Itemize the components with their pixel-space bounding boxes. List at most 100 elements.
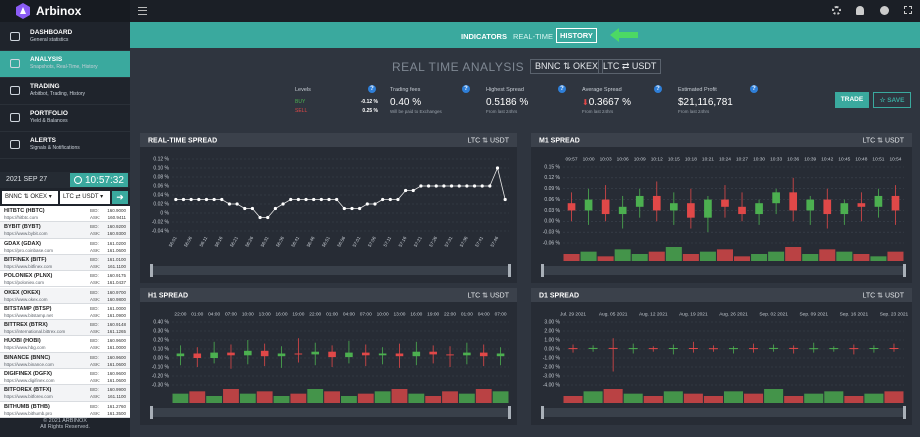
y-tick-label: 0.00 % bbox=[544, 346, 560, 352]
x-tick-label: 10:09 bbox=[634, 156, 646, 162]
save-button[interactable]: ☆ SAVE bbox=[873, 92, 911, 108]
ask-value: 161.0000 bbox=[107, 345, 126, 351]
help-icon[interactable]: ? bbox=[368, 85, 376, 93]
candle-body bbox=[669, 203, 678, 211]
ask-label: ASK: bbox=[90, 280, 101, 286]
y-tick-label: -3.00 % bbox=[543, 373, 561, 379]
point bbox=[250, 206, 255, 211]
exchange-url: https://pro.coinbase.com bbox=[4, 247, 54, 253]
candle-body bbox=[412, 351, 421, 357]
tab[interactable]: INDICATORS bbox=[461, 32, 507, 41]
copyright: © 2021 ARBINOX bbox=[43, 418, 87, 424]
trade-button[interactable]: TRADE bbox=[835, 92, 869, 108]
menu-icon[interactable] bbox=[138, 7, 147, 15]
ask-value: 161.1100 bbox=[107, 394, 126, 400]
candle-body bbox=[227, 352, 235, 356]
candle-body bbox=[568, 348, 578, 350]
volume-bar bbox=[744, 393, 764, 403]
bid-label: BID: bbox=[90, 338, 99, 344]
volume-bar bbox=[716, 249, 733, 261]
volume-bar bbox=[802, 254, 819, 261]
header-asset-pair: LTC ⇄ USDT bbox=[598, 59, 662, 74]
point bbox=[235, 202, 239, 206]
navigator bbox=[152, 266, 509, 275]
volume-bar bbox=[341, 396, 357, 403]
exchange-name: BITFOREX (BTFX) bbox=[4, 387, 52, 394]
candle-body bbox=[210, 352, 218, 358]
y-tick-label: -0.06 % bbox=[543, 240, 561, 246]
exchange-row: BITFOREX (BTFX) https://www.bitforex.com B… bbox=[0, 385, 130, 402]
exchange-url: https://www.bithumb.pro bbox=[4, 410, 53, 416]
bid-label: BID: bbox=[90, 256, 99, 262]
candle-body bbox=[361, 352, 370, 356]
profile-icon[interactable] bbox=[880, 6, 889, 15]
help-icon[interactable]: ? bbox=[654, 85, 662, 93]
bid-value: 160.9600 bbox=[107, 338, 126, 344]
point bbox=[197, 197, 201, 202]
point bbox=[434, 184, 438, 188]
ask-value: 161.3500 bbox=[107, 410, 126, 416]
bid-value: 161.0000 bbox=[107, 305, 126, 311]
point bbox=[327, 197, 331, 202]
logo[interactable]: Arbinox bbox=[0, 0, 130, 22]
candle-body bbox=[789, 192, 798, 211]
sidebar: Arbinox DASHBOARD General statistics ANALY… bbox=[0, 0, 130, 437]
navigator bbox=[543, 266, 904, 275]
help-icon[interactable]: ? bbox=[558, 85, 566, 93]
x-tick-label: 57:21 bbox=[413, 235, 423, 248]
pointer-arrow bbox=[610, 28, 638, 42]
candle-body bbox=[809, 348, 819, 350]
x-tick-label: 10:00 bbox=[583, 156, 595, 162]
bid-label: BID: bbox=[90, 387, 99, 393]
volume-bar bbox=[256, 391, 273, 403]
candle-body bbox=[294, 353, 303, 355]
navigator-handle bbox=[508, 264, 511, 277]
point bbox=[266, 215, 270, 220]
x-tick-label: 10:27 bbox=[736, 156, 748, 162]
ask-label: ASK: bbox=[90, 410, 101, 416]
volume-bar bbox=[597, 256, 614, 261]
point bbox=[312, 197, 316, 202]
x-tick-label: 10:36 bbox=[787, 156, 799, 162]
ask-label: ASK: bbox=[90, 231, 101, 237]
nav-item[interactable]: ANALYSIS Snapshots, Real-Time, History bbox=[0, 51, 130, 78]
nav-title: DASHBOARD bbox=[30, 29, 73, 36]
volume-bar bbox=[836, 251, 853, 261]
volume-bar bbox=[603, 389, 623, 403]
help-icon[interactable]: ? bbox=[462, 85, 470, 93]
exchange-select[interactable]: BNNC ⇅ OKEX ▾ bbox=[2, 191, 58, 204]
ask-value: 161.0600 bbox=[107, 361, 126, 367]
tab[interactable]: HISTORY bbox=[556, 28, 597, 43]
nav-icon bbox=[10, 32, 20, 41]
y-tick-label: 0.03 % bbox=[544, 208, 560, 214]
nav-item[interactable]: DASHBOARD General statistics bbox=[0, 24, 130, 51]
x-tick-label: Aug. 19 2021 bbox=[679, 311, 708, 317]
fullscreen-icon[interactable] bbox=[904, 6, 912, 14]
volume-bar bbox=[699, 251, 716, 261]
asset-select[interactable]: LTC ⇄ USDT ▾ bbox=[60, 191, 110, 204]
nav-item[interactable]: PORTFOLIO Yield & Balances bbox=[0, 105, 130, 132]
notifications-icon[interactable] bbox=[856, 6, 864, 15]
bid-label: BID: bbox=[90, 371, 99, 376]
volume-bar bbox=[844, 396, 864, 403]
settings-icon[interactable] bbox=[832, 6, 841, 15]
go-button[interactable]: ➜ bbox=[112, 191, 128, 204]
nav-item[interactable]: ALERTS Signals & Notifications bbox=[0, 132, 130, 159]
point bbox=[174, 197, 178, 202]
volume-bar bbox=[475, 389, 492, 403]
y-tick-label: -0.20 % bbox=[152, 373, 170, 379]
x-tick-label: 56:26 bbox=[244, 235, 254, 248]
y-tick-label: 0.12 % bbox=[544, 175, 560, 181]
point bbox=[212, 197, 216, 202]
tab[interactable]: REAL-TIME bbox=[513, 32, 554, 41]
nav-title: TRADING bbox=[30, 83, 60, 90]
help-icon[interactable]: ? bbox=[750, 85, 758, 93]
exchange-url: https://www.digifinex.com bbox=[4, 378, 55, 383]
y-tick-label: 0.30 % bbox=[153, 328, 169, 334]
x-tick-label: 10:00 bbox=[242, 311, 254, 317]
point bbox=[411, 188, 415, 193]
candle-body bbox=[688, 348, 698, 350]
ask-value: 160.9411 bbox=[107, 215, 126, 220]
nav-item[interactable]: TRADING Arbitbot, Trading, History bbox=[0, 78, 130, 105]
